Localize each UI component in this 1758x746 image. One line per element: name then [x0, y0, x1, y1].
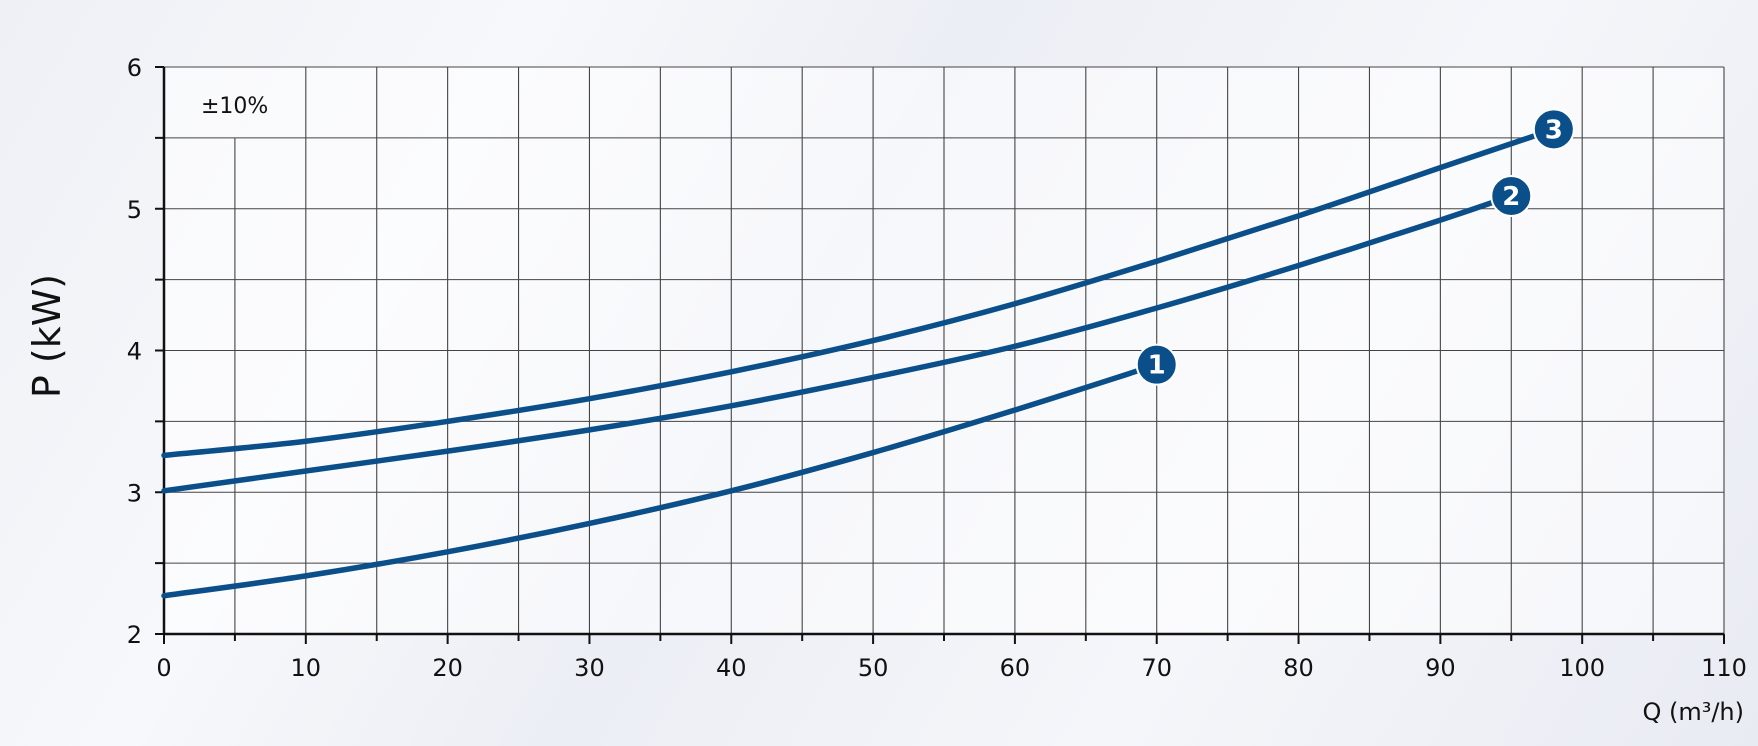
tolerance-note: ±10% [201, 94, 268, 119]
series-lines [161, 126, 1557, 599]
series-marker-label: 2 [1502, 182, 1520, 212]
series-markers: 1 2 3 [1135, 108, 1575, 386]
x-tick-label: 110 [1701, 654, 1747, 682]
axes [155, 66, 1725, 644]
x-tick-label: 0 [156, 654, 171, 682]
series-marker-label: 3 [1545, 115, 1563, 145]
x-tick-label: 50 [858, 654, 889, 682]
x-tick-label: 80 [1283, 654, 1314, 682]
series-line-3 [161, 126, 1557, 459]
series-line-2 [161, 193, 1515, 494]
series-marker-3 [1532, 108, 1575, 151]
y-axis-title: P (kW) [25, 274, 69, 398]
tick-labels: 0 10 20 30 40 50 60 70 80 90 100 110 2 3 4 5 6 [127, 54, 1747, 682]
series-marker-2 [1490, 174, 1533, 217]
series-line-1 [161, 361, 1160, 599]
x-tick-label: 70 [1141, 654, 1172, 682]
y-tick-label: 2 [127, 621, 142, 649]
series-marker-1 [1135, 343, 1178, 386]
x-tick-label: 10 [291, 654, 322, 682]
y-tick-label: 3 [127, 479, 142, 507]
y-tick-label: 5 [127, 196, 142, 224]
x-axis-title: Q (m³/h) [1642, 698, 1744, 726]
x-tick-label: 90 [1425, 654, 1456, 682]
y-tick-label: 4 [127, 338, 142, 366]
y-tick-label: 6 [127, 54, 142, 82]
series-marker-label: 1 [1148, 351, 1166, 381]
x-tick-label: 100 [1559, 654, 1605, 682]
x-tick-label: 40 [716, 654, 747, 682]
x-tick-label: 60 [1000, 654, 1031, 682]
x-tick-label: 20 [432, 654, 463, 682]
x-tick-label: 30 [574, 654, 605, 682]
